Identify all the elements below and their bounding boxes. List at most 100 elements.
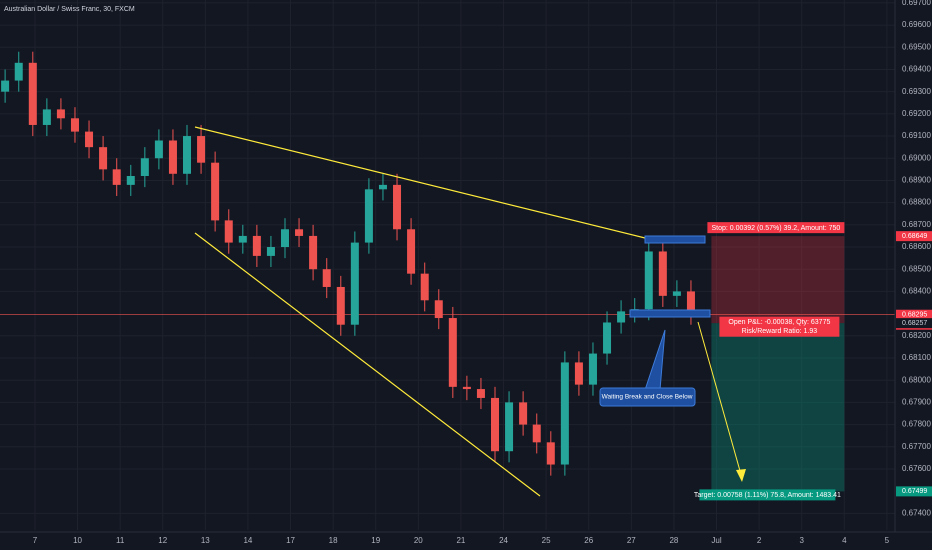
candle-body: [42, 109, 51, 125]
candle-body: [350, 242, 359, 325]
candle-body: [532, 424, 541, 443]
candle-body: [364, 189, 373, 243]
candle-body: [211, 162, 220, 221]
lower-trendline: [194, 232, 541, 497]
candle-body: [224, 220, 233, 243]
x-tick-label: 21: [456, 536, 465, 545]
position-zones: [0, 236, 895, 492]
y-tick-label: 0.69100: [902, 131, 931, 140]
candle-body: [70, 118, 79, 132]
y-tick-label: 0.68400: [902, 287, 931, 296]
candle-body: [420, 273, 429, 301]
y-tick-label: 0.67900: [902, 397, 931, 406]
axes: 0.69700 0.69600 0.69500 0.69400 0.69300 0.692…: [33, 0, 932, 545]
candle-body: [617, 311, 626, 323]
y-tick-label: 0.68100: [902, 353, 931, 362]
candle-body: [168, 140, 177, 174]
x-tick-label: Jul: [711, 536, 721, 545]
callout-text: Waiting Break and Close Below: [602, 394, 693, 401]
candle-body: [126, 176, 135, 185]
target-zone: [711, 323, 845, 492]
ratio-label: Risk/Reward Ratio: 1.93: [742, 328, 818, 335]
candle-body: [280, 229, 289, 248]
y-tick-label: 0.67800: [902, 420, 931, 429]
x-tick-label: 26: [584, 536, 593, 545]
y-tick-label: 0.69500: [902, 42, 931, 51]
last-price-tag-box: [896, 309, 932, 320]
last-price-tag: 0.68295: [902, 312, 927, 319]
resistance-box: [644, 235, 706, 244]
candle-body: [183, 136, 192, 174]
y-tick-label: 0.68800: [902, 198, 931, 207]
candle-body: [85, 131, 94, 148]
candle-body: [393, 184, 402, 230]
y-tick-label: 0.68200: [902, 331, 931, 340]
x-tick-label: 7: [33, 536, 38, 545]
candle-body: [238, 235, 247, 243]
x-tick-label: 28: [669, 536, 678, 545]
target-price-tag: 0.67499: [902, 488, 927, 495]
x-tick-label: 27: [627, 536, 636, 545]
y-tick-label: 0.67600: [902, 464, 931, 473]
support-box: [629, 309, 711, 318]
y-tick-label: 0.69600: [902, 20, 931, 29]
candle-body: [588, 353, 597, 385]
candle-body: [505, 402, 514, 452]
target-label: Target: 0.00758 (1.11%) 75.8, Amount: 14…: [694, 492, 841, 499]
stop-label-box: [707, 222, 845, 234]
entry-price-tag-box: [896, 318, 932, 329]
candle-body: [336, 286, 345, 325]
x-tick-label: 17: [286, 536, 295, 545]
candle-body: [448, 318, 457, 387]
x-tick-label: 13: [201, 536, 210, 545]
chart-title: Australian Dollar / Swiss Franc, 30, FXC…: [4, 6, 135, 13]
candle-body: [407, 229, 416, 274]
candle-body: [378, 184, 387, 190]
candle-body: [1, 80, 10, 92]
candle-body: [56, 109, 65, 119]
callout: [599, 387, 696, 407]
candle-body: [322, 269, 331, 287]
x-tick-label: 25: [542, 536, 551, 545]
x-tick-label: 5: [885, 536, 890, 545]
y-tick-label: 0.69400: [902, 65, 931, 74]
candle-body: [490, 397, 499, 452]
upper-trendline: [194, 126, 646, 239]
candle-body: [519, 402, 528, 425]
candle-body: [434, 300, 443, 319]
y-tick-label: 0.68000: [902, 375, 931, 384]
candle-body: [99, 147, 108, 170]
candle-body: [140, 158, 149, 177]
candle-body: [309, 235, 318, 270]
arrow-head: [736, 469, 746, 482]
x-tick-label: 20: [414, 536, 423, 545]
y-tick-label: 0.69000: [902, 153, 931, 162]
candle-body: [462, 386, 471, 390]
y-tick-label: 0.68900: [902, 176, 931, 185]
y-tick-label: 0.69300: [902, 87, 931, 96]
candle-body: [252, 235, 261, 256]
candle-body: [658, 251, 667, 296]
candle-body: [476, 389, 485, 398]
candle-body: [197, 136, 206, 163]
target-arrow: [697, 321, 743, 479]
x-tick-label: 4: [842, 536, 847, 545]
candle-body: [28, 62, 37, 125]
y-tick-label: 0.67400: [902, 508, 931, 517]
candle-body: [672, 291, 681, 296]
stop-price-tag: 0.68649: [902, 233, 927, 240]
pnl-box: [719, 316, 840, 337]
x-tick-label: 24: [499, 536, 508, 545]
target-label-box: [699, 489, 836, 501]
candle-body: [686, 291, 695, 314]
candle-body: [295, 229, 304, 236]
stop-zone: [711, 236, 845, 324]
y-tick-label: 0.69200: [902, 109, 931, 118]
y-tick-label: 0.68500: [902, 264, 931, 273]
entry-price-tag: 0.68257: [902, 320, 927, 327]
x-tick-label: 12: [158, 536, 167, 545]
candle-body: [574, 362, 583, 385]
x-tick-label: 3: [799, 536, 804, 545]
target-price-tag-box: [896, 486, 932, 497]
